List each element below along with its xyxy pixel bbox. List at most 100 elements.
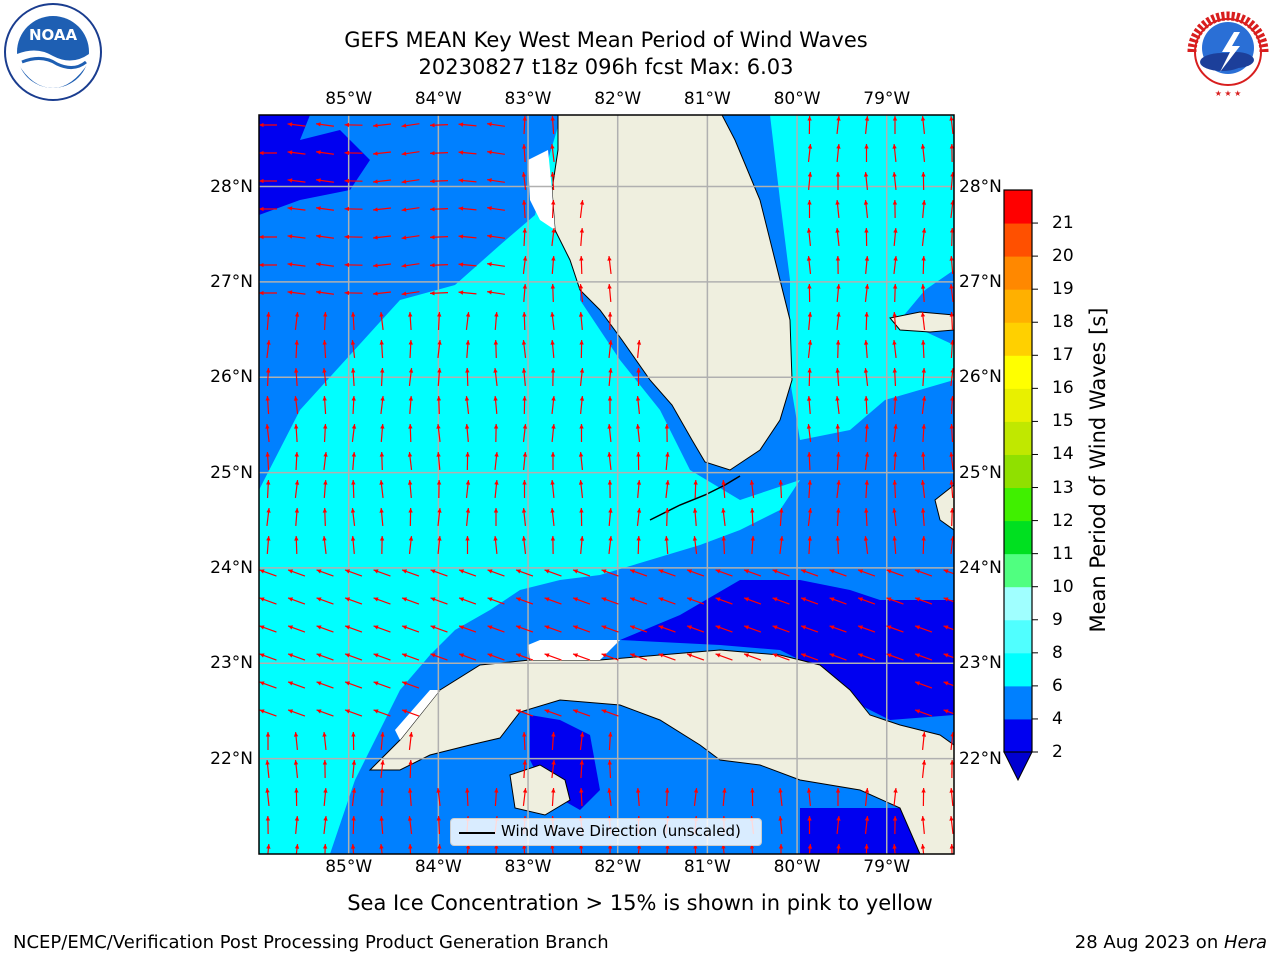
wind-arrow-head [578,480,584,485]
wind-arrow-head [294,452,299,457]
wind-arrow-head [579,368,585,373]
wind-arrow-head [494,788,499,793]
wind-arrow-head [458,290,464,295]
wind-arrow-head [607,256,612,261]
wind-arrow-head [836,116,841,121]
wind-arrow-head [950,200,954,205]
wind-arrow-head [259,597,265,602]
colorbar-bin [1004,586,1032,621]
wind-arrow-head [636,452,641,457]
wind-arrow-head [921,536,926,541]
wind-arrow-head [373,151,378,156]
wind-arrow-head [608,368,613,373]
wind-arrow-head [607,312,613,317]
wind-arrow-head [722,788,727,793]
wind-arrow-head [265,732,271,737]
wind-arrow-head [437,340,442,345]
wind-arrow-head [465,536,470,541]
wind-arrow-head [920,144,926,149]
colorbar-bin [1004,685,1032,720]
wind-arrow-head [459,625,465,630]
wind-arrow-head [407,480,413,485]
lat-label-right: 27°N [959,271,1002,292]
wind-arrow-head [259,709,265,714]
wind-arrow-head [294,788,299,793]
wind-arrow-head [323,424,328,429]
wind-arrow-head [836,452,841,457]
wind-arrow-head [772,597,778,602]
wind-arrow-head [344,206,350,212]
colorbar-bin [1004,553,1032,588]
wind-arrow-head [379,340,384,345]
chart-title: GEFS MEAN Key West Mean Period of Wind W… [344,28,868,52]
wind-arrow-head [687,569,693,574]
wind-arrow-head [459,653,465,658]
wind-arrow-head [294,424,299,429]
colorbar-bin [1004,289,1032,323]
lat-label-right: 23°N [959,653,1002,674]
wind-arrow-head [607,452,612,457]
wind-arrow-head [522,312,527,317]
wind-arrow-head [807,536,812,541]
wind-arrow-head [373,123,378,128]
wind-arrow-head [721,508,726,513]
lon-label-bottom: 81°W [683,857,731,877]
wind-arrow-head [316,569,322,574]
wind-arrow-head [373,569,379,574]
wind-arrow-head [344,178,350,184]
footer-left: NCEP/EMC/Verification Post Processing Pr… [13,932,609,953]
wind-arrow-head [573,709,579,714]
wind-arrow-head [322,732,327,737]
wind-arrow-head [437,508,442,513]
wind-arrow-head [373,263,378,268]
wind-arrow-head [322,536,327,541]
wind-arrow-head [265,424,270,429]
wind-arrow-head [544,653,550,658]
wind-arrow-head [550,172,555,177]
wind-arrow-head [294,368,299,373]
wind-arrow-head [551,760,556,765]
wind-arrow-head [493,508,499,513]
wind-arrow-head [636,844,642,849]
wind-arrow-head [351,732,356,737]
wind-arrow-head [893,452,898,457]
period-under-2-region-se [800,808,920,854]
lon-label-bottom: 85°W [325,857,373,877]
wind-arrow-head [687,653,693,658]
lon-label-top: 84°W [414,89,462,109]
wind-arrow-head [408,368,414,373]
wind-arrow-head [379,480,384,485]
lat-label-right: 22°N [959,748,1002,769]
wind-arrow-head [715,625,721,630]
wind-arrow-head [487,206,492,211]
wind-arrow-head [715,569,721,574]
wind-arrow-head [544,625,550,630]
wind-arrow-head [836,312,841,317]
wind-arrow-head [864,312,869,317]
wind-arrow-head [921,396,927,401]
wind-arrow-head [265,760,270,765]
wind-arrow-head [379,788,385,793]
colorbar-title: Mean Period of Wind Waves [s] [1086,307,1110,633]
wind-arrow-head [287,122,293,127]
wind-arrow-head [551,732,556,737]
wind-arrow-head [464,424,470,429]
wind-arrow-head [864,788,870,793]
colorbar-tick-label: 11 [1052,543,1074,564]
wind-arrow-head [373,597,379,602]
wind-arrow-head [858,625,864,630]
wind-arrow-head [744,597,750,602]
lat-label-left: 24°N [210,557,253,578]
wind-arrow-head [801,597,807,602]
svg-text:★ ★ ★: ★ ★ ★ [1215,89,1242,98]
wind-arrow-head [579,396,585,401]
wind-arrow-head [807,452,812,457]
wind-arrow-head [807,200,812,205]
wind-arrow-head [521,172,527,177]
wind-arrow-head [458,234,464,239]
wind-arrow-head [864,816,870,821]
wind-arrow-head [345,681,351,686]
wind-arrow-head [886,597,892,602]
wind-arrow-head [516,625,522,630]
wind-arrow-head [778,844,784,849]
